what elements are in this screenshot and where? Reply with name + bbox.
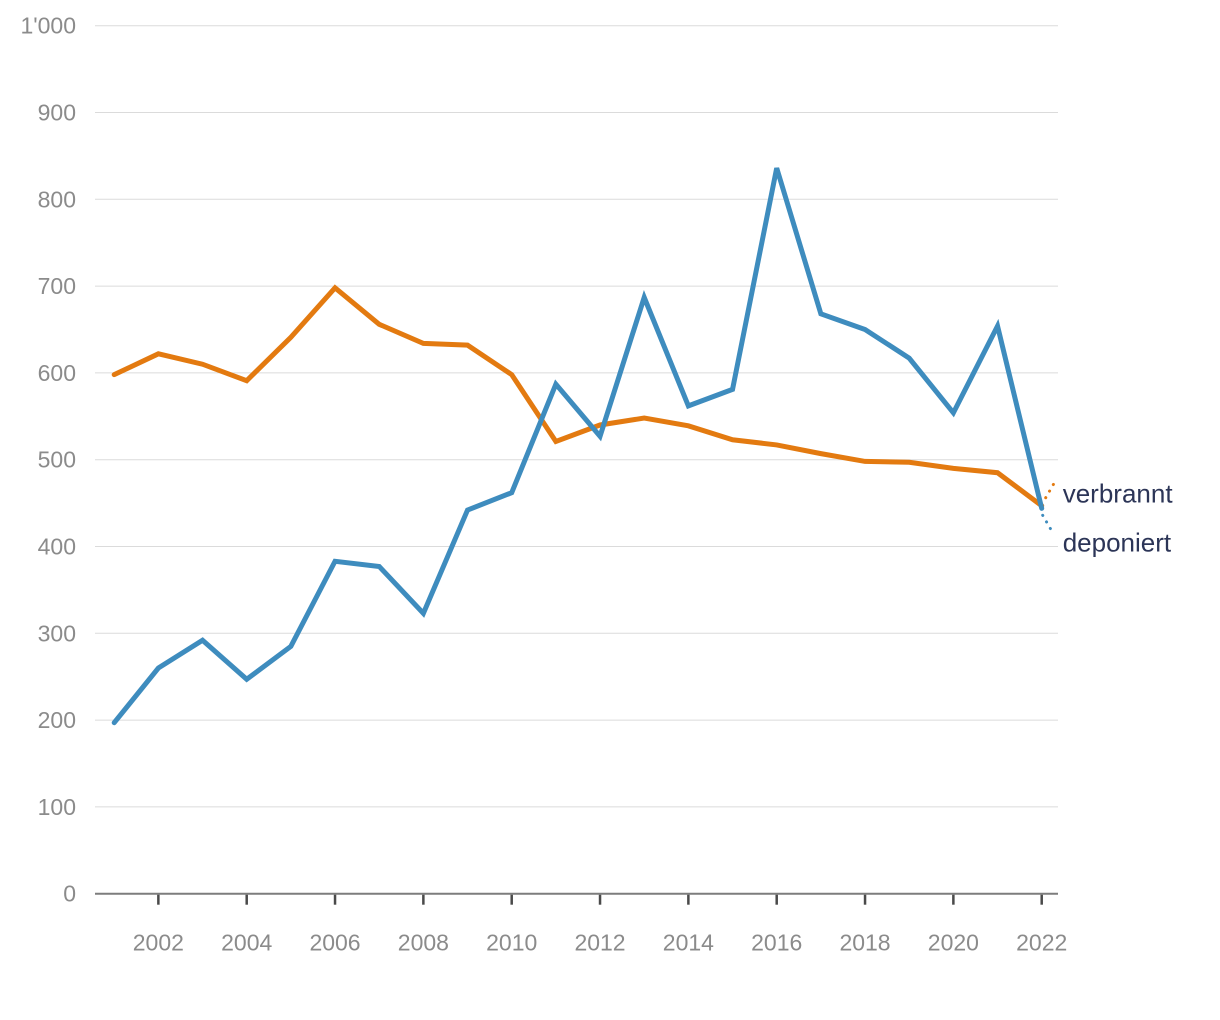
y-tick-label: 900 bbox=[38, 100, 76, 126]
leader-line-verbrannt bbox=[1044, 477, 1059, 500]
series-label-verbrannt: verbrannt bbox=[1063, 479, 1174, 509]
series-line-verbrannt bbox=[111, 284, 1045, 509]
x-tick-label: 2002 bbox=[133, 930, 184, 956]
y-tick-label: 100 bbox=[38, 794, 76, 820]
y-tick-label: 0 bbox=[63, 881, 76, 907]
leader-line-deponiert bbox=[1041, 513, 1056, 536]
series-label-deponiert: deponiert bbox=[1063, 527, 1172, 557]
x-tick-label: 2010 bbox=[486, 930, 537, 956]
y-tick-label: 1'000 bbox=[20, 13, 76, 39]
x-tick-label: 2020 bbox=[928, 930, 979, 956]
x-tick-label: 2008 bbox=[398, 930, 449, 956]
x-tick-label: 2006 bbox=[309, 930, 360, 956]
x-tick-label: 2014 bbox=[663, 930, 714, 956]
y-tick-label: 500 bbox=[38, 447, 76, 473]
x-tick-label: 2016 bbox=[751, 930, 802, 956]
x-axis: 2002 2004 2006 2008 2010 2012 2014 2016 2018 2020… bbox=[95, 892, 1067, 956]
y-tick-label: 600 bbox=[38, 360, 76, 386]
y-tick-label: 200 bbox=[38, 707, 76, 733]
x-tick-label: 2004 bbox=[221, 930, 272, 956]
series-lines bbox=[111, 167, 1045, 726]
gridlines bbox=[95, 25, 1058, 808]
y-axis-labels: 0 100 200 300 400 500 600 700 800 900 1'000 bbox=[20, 13, 76, 907]
y-tick-label: 300 bbox=[38, 620, 76, 646]
series-line-deponiert bbox=[111, 167, 1045, 726]
x-tick-label: 2012 bbox=[574, 930, 625, 956]
x-tick-label: 2022 bbox=[1016, 930, 1067, 956]
x-tick-label: 2018 bbox=[839, 930, 890, 956]
y-tick-label: 800 bbox=[38, 186, 76, 212]
y-tick-label: 700 bbox=[38, 273, 76, 299]
y-tick-label: 400 bbox=[38, 534, 76, 560]
end-label-leader-lines bbox=[1041, 477, 1059, 536]
